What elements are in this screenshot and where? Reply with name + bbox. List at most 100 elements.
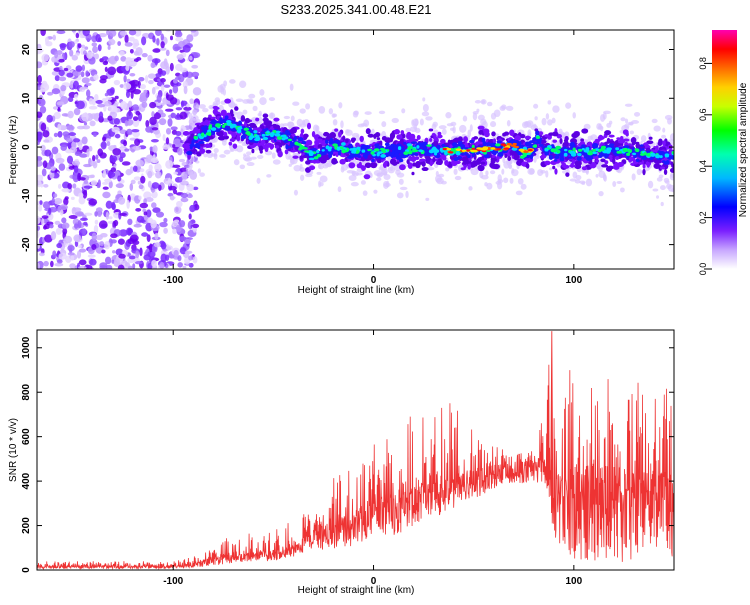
spectrogram-cell xyxy=(67,96,74,102)
spectrogram-cell xyxy=(119,50,125,56)
spectrogram-cell xyxy=(74,151,82,156)
spectrogram-cell xyxy=(523,121,532,128)
spectrogram-cell xyxy=(299,155,304,160)
spectrogram-cell xyxy=(613,164,620,170)
spectrogram-cell xyxy=(76,100,85,110)
spectrogram-x-tick-label: 0 xyxy=(371,275,377,286)
spectrogram-cell xyxy=(524,135,532,140)
spectrogram-cell xyxy=(56,50,63,55)
spectrogram-cell xyxy=(347,156,354,159)
spectrogram-cell xyxy=(626,152,631,156)
spectrogram-cell xyxy=(212,105,219,110)
spectrogram-cell xyxy=(168,89,173,95)
spectrogram-cell xyxy=(135,159,144,167)
spectrogram-cell xyxy=(325,139,329,144)
spectrogram-cell xyxy=(367,133,374,138)
spectrogram-y-tick-label: -20 xyxy=(21,237,32,252)
spectrogram-cell xyxy=(123,82,132,90)
spectrogram-cell xyxy=(152,48,161,53)
spectrogram-cell xyxy=(252,105,258,112)
spectrogram-cell xyxy=(352,110,359,118)
snr-x-tick-label: 0 xyxy=(371,576,377,587)
spectrogram-cell xyxy=(56,259,63,264)
spectrogram-cell xyxy=(422,146,428,151)
spectrogram-cell xyxy=(105,138,111,143)
spectrogram-cell xyxy=(545,113,550,120)
spectrogram-cell xyxy=(602,112,607,120)
spectrogram-cell xyxy=(492,138,497,144)
spectrogram-cell xyxy=(38,204,43,212)
spectrogram-cell xyxy=(415,160,422,166)
spectrogram-cell xyxy=(128,80,136,86)
spectrogram-cell xyxy=(172,144,176,149)
spectrogram-cell xyxy=(79,153,88,158)
spectrogram-cell xyxy=(434,136,439,142)
spectrogram-cell xyxy=(606,150,611,154)
spectrogram-cell xyxy=(604,160,609,165)
spectrogram-cell xyxy=(585,150,590,153)
spectrogram-cell xyxy=(191,71,200,78)
spectrogram-cell xyxy=(68,132,77,137)
spectrogram-cell xyxy=(188,255,194,261)
spectrogram-cell xyxy=(517,178,524,185)
spectrogram-cell xyxy=(190,30,197,33)
spectrogram-cell xyxy=(199,172,205,177)
spectrogram-cell xyxy=(85,82,92,86)
spectrogram-cell xyxy=(426,167,435,171)
spectrogram-cell xyxy=(283,115,291,120)
spectrogram-cell xyxy=(177,262,183,268)
spectrogram-cell xyxy=(440,138,446,144)
spectrogram-cell xyxy=(481,100,486,104)
spectrogram-cell xyxy=(152,35,156,43)
spectrogram-cell xyxy=(240,115,246,122)
spectrogram-cell xyxy=(66,72,74,78)
spectrogram-cell xyxy=(113,79,121,86)
spectrogram-cell xyxy=(563,164,570,169)
spectrogram-cell xyxy=(457,136,463,143)
spectrogram-cell xyxy=(40,83,50,92)
spectrogram-cell xyxy=(204,143,211,148)
spectrogram-cell xyxy=(581,181,586,185)
spectrogram-cell xyxy=(195,104,200,109)
spectrogram-cell xyxy=(438,125,447,130)
spectrogram-cell xyxy=(223,131,228,137)
spectrogram-cell xyxy=(395,169,401,175)
spectrogram-cell xyxy=(435,170,439,177)
spectrogram-cell xyxy=(428,128,434,132)
spectrogram-cell xyxy=(416,145,420,149)
spectrogram-cell xyxy=(168,185,177,191)
spectrogram-cell xyxy=(71,30,77,33)
spectrogram-cell xyxy=(535,130,540,136)
spectrogram-cell xyxy=(127,218,133,226)
spectrogram-cell xyxy=(134,138,141,147)
spectrogram-cell xyxy=(176,54,184,60)
spectrogram-cell xyxy=(68,215,78,220)
spectrogram-cell xyxy=(59,204,68,211)
spectrogram-cell xyxy=(317,143,323,149)
spectrogram-cell xyxy=(138,184,144,190)
spectrogram-cell xyxy=(483,153,490,159)
spectrogram-cell xyxy=(132,165,138,172)
spectrogram-cell xyxy=(236,129,242,134)
spectrogram-cell xyxy=(207,139,216,144)
spectrogram-cell xyxy=(147,73,156,79)
spectrogram-cell xyxy=(477,114,485,121)
spectrogram-cell xyxy=(88,145,93,152)
spectrogram-cell xyxy=(659,155,663,159)
spectrogram-cell xyxy=(400,130,405,135)
spectrogram-cell xyxy=(339,158,346,165)
spectrogram-cell xyxy=(334,139,341,144)
spectrogram-cell xyxy=(113,219,119,227)
spectrogram-cell xyxy=(130,179,136,185)
spectrogram-cell xyxy=(399,186,408,191)
spectrogram-cell xyxy=(67,252,75,256)
spectrogram-cell xyxy=(50,260,54,268)
spectrogram-cell xyxy=(229,79,236,84)
spectrogram-cell xyxy=(172,189,178,195)
spectrogram-cell xyxy=(54,201,60,205)
spectrogram-cell xyxy=(332,119,338,126)
spectrogram-cell xyxy=(203,153,208,158)
spectrogram-cell xyxy=(70,196,75,201)
spectrogram-cell xyxy=(357,155,362,159)
